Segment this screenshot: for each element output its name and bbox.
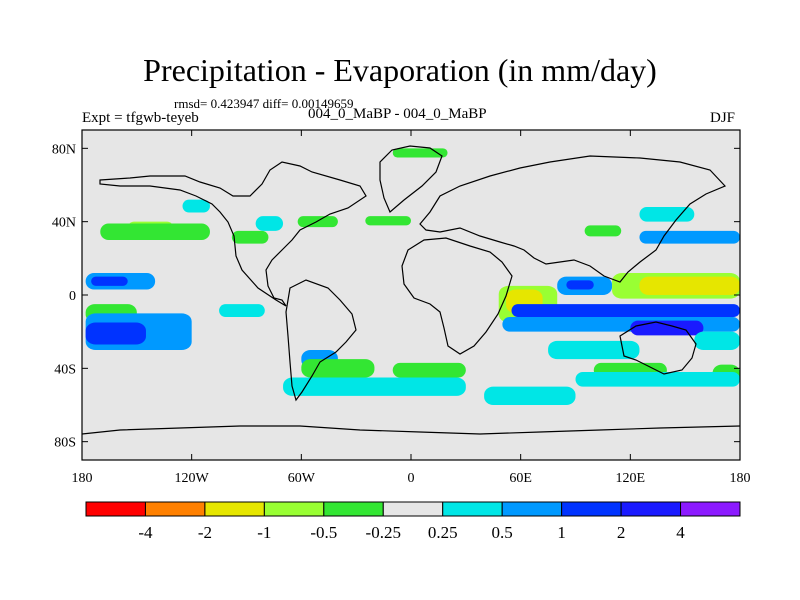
stats-text: rmsd= 0.423947 diff= 0.00149659	[174, 96, 354, 111]
contour-region-8	[255, 216, 284, 231]
contour-region-1	[100, 223, 210, 240]
colorbar-swatch-10	[680, 501, 741, 517]
contour-region-25	[511, 304, 740, 317]
colorbar-swatch-5	[382, 501, 444, 517]
contour-region-6	[584, 225, 622, 237]
colorbar-label-1: -2	[198, 523, 212, 542]
contour-region-31	[694, 331, 740, 350]
y-tick-label-0: 80N	[52, 142, 76, 157]
contour-region-17	[219, 304, 265, 317]
africa-outline	[401, 237, 513, 355]
contour-region-4	[365, 216, 411, 226]
north-america-outline	[99, 161, 367, 307]
x-tick-label-6: 180	[730, 471, 751, 486]
cases-label: 004_0_MaBP - 004_0_MaBP	[308, 106, 487, 122]
contour-region-20	[283, 377, 466, 396]
y-tick-label-2: 0	[69, 289, 76, 304]
contour-region-30	[548, 340, 640, 360]
y-tick-label-3: 40S	[54, 362, 76, 377]
colorbar-swatch-0	[85, 501, 146, 517]
contour-region-35	[575, 372, 740, 387]
coastline-group	[82, 145, 740, 435]
contour-region-11	[91, 276, 128, 286]
colorbar-label-6: 0.5	[492, 523, 513, 542]
x-tick-label-2: 60W	[288, 471, 316, 486]
colorbar-label-9: 4	[676, 523, 685, 542]
contour-region-24	[566, 280, 594, 290]
contour-region-7	[182, 199, 210, 213]
contour-region-26	[502, 317, 740, 332]
colorbar-swatch-7	[501, 501, 563, 517]
y-tick-label-4: 80S	[54, 436, 76, 451]
x-tick-label-5: 120E	[616, 471, 646, 486]
contour-region-9	[639, 207, 695, 222]
chart-title: Precipitation - Evaporation (in mm/day)	[143, 52, 657, 88]
contour-region-12	[639, 230, 740, 244]
colorbar-swatch-4	[323, 501, 384, 517]
contour-region-34	[484, 386, 576, 405]
contour-region-29	[639, 276, 740, 295]
colorbar-label-8: 2	[617, 523, 626, 542]
y-tick-label-1: 40N	[52, 216, 76, 231]
colorbar-label-5: 0.25	[428, 523, 458, 542]
contour-fill-group	[85, 148, 740, 405]
colorbar-swatch-8	[561, 501, 622, 517]
colorbar-group: -4 -2 -1 -0.5 -0.25 0.25 0.5 1 2 4	[85, 501, 741, 542]
australia-outline	[619, 321, 697, 375]
colorbar-swatch-2	[204, 501, 265, 517]
contour-region-27	[630, 320, 704, 336]
colorbar-label-4: -0.25	[366, 523, 401, 542]
contour-region-5	[392, 148, 448, 158]
x-tick-label-1: 120W	[175, 471, 210, 486]
colorbar-label-7: 1	[557, 523, 566, 542]
colorbar-label-2: -1	[257, 523, 271, 542]
colorbar-swatch-9	[620, 501, 682, 517]
contour-region-19	[392, 362, 466, 378]
colorbar-swatch-6	[442, 501, 503, 517]
season-label: DJF	[710, 110, 736, 126]
colorbar-swatch-3	[263, 501, 325, 517]
x-tick-label-3: 0	[408, 471, 415, 486]
colorbar-swatch-1	[144, 501, 206, 517]
contour-region-2	[231, 230, 269, 244]
colorbar-label-3: -0.5	[310, 523, 337, 542]
experiment-label: Expt = tfgwb-teyeb	[82, 110, 199, 126]
colorbar-label-0: -4	[138, 523, 153, 542]
x-tick-label-0: 180	[72, 471, 93, 486]
contour-region-15	[85, 322, 146, 345]
axis-ticks-group: 180 120W 60W 0 60E 120E 180 80N 40N 0 40S 80S	[52, 130, 751, 486]
x-tick-label-4: 60E	[509, 471, 532, 486]
greenland-outline	[379, 145, 443, 213]
south-america-outline	[285, 279, 357, 402]
eurasia-outline	[419, 155, 727, 283]
antarctica-outline	[82, 425, 740, 435]
